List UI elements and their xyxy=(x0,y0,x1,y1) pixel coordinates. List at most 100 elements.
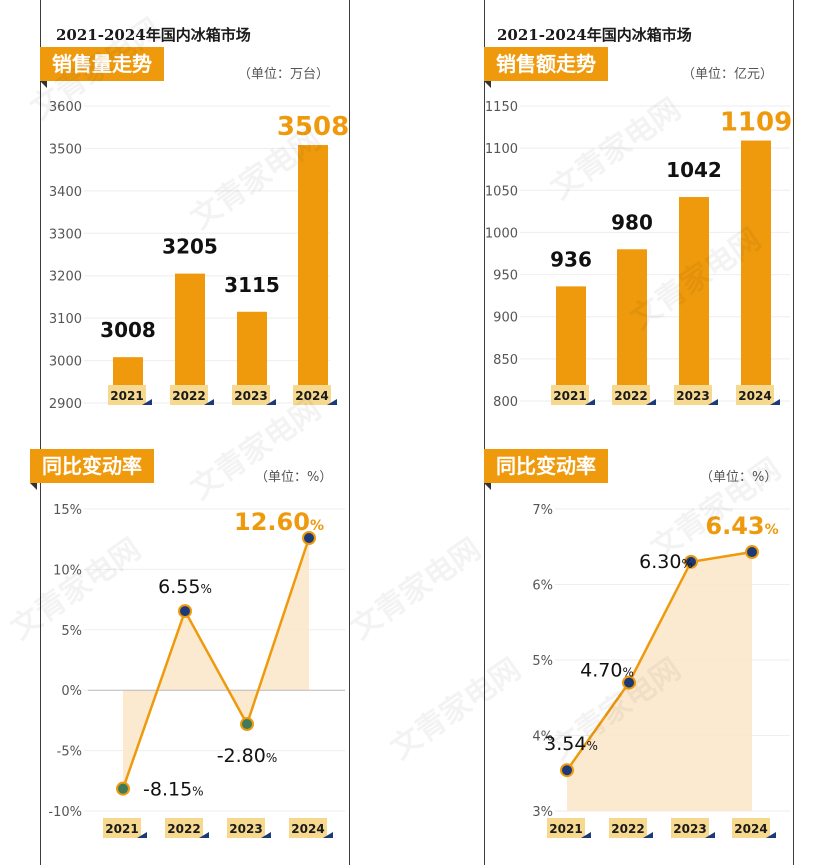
frame-line-left xyxy=(40,0,41,865)
yoy_volume-ytick-label: 15% xyxy=(53,503,82,518)
sales-bar xyxy=(679,197,709,401)
yoy_sales-year-tag xyxy=(732,818,770,838)
volume-year-tag xyxy=(232,385,270,405)
sales-ytick-label: 900 xyxy=(493,311,518,326)
yoy_sales-value-label: 6.43% xyxy=(705,512,778,540)
yoy_volume-year-tag xyxy=(227,818,265,838)
yoy_volume-year-tag-corner xyxy=(323,832,333,838)
yoy_sales-ytick-label: 5% xyxy=(532,654,553,669)
sales-value-label: 1042 xyxy=(666,158,722,182)
yoy_volume-year-tag-corner xyxy=(261,832,271,838)
sales-ytick-label: 1050 xyxy=(485,184,518,199)
yoy-volume-tag: 同比变动率 xyxy=(30,449,154,483)
yoy_sales-area xyxy=(567,552,752,811)
yoy_volume-year-tag xyxy=(165,818,203,838)
yoy_sales-category-label: 2022 xyxy=(611,822,644,836)
sales-unit: （单位：亿元） xyxy=(682,67,774,82)
volume-ytick-label: 3000 xyxy=(49,355,82,370)
yoy_sales-category-label: 2021 xyxy=(549,822,582,836)
yoy_volume-value-label: 6.55% xyxy=(158,576,212,598)
yoy_volume-point xyxy=(302,530,316,545)
sales-category-label: 2021 xyxy=(553,389,586,403)
yoy-sales-unit: （单位：%） xyxy=(700,470,778,485)
sales-bar xyxy=(617,249,647,401)
yoy_volume-category-label: 2024 xyxy=(291,822,324,836)
volume-ytick-label: 3600 xyxy=(49,100,82,115)
sales-ytick-label: 800 xyxy=(493,395,518,410)
sales-tag-fold xyxy=(484,81,491,88)
sales-year-tag xyxy=(612,385,650,405)
yoy_sales-point xyxy=(745,545,759,560)
yoy_sales-value-label: 6.30% xyxy=(639,551,693,573)
volume-tag: 销售量走势 xyxy=(40,47,164,81)
volume-category-label: 2023 xyxy=(234,389,267,403)
yoy_volume-point xyxy=(240,717,254,732)
volume-ytick-label: 3100 xyxy=(49,312,82,327)
yoy-volume-unit: （单位：%） xyxy=(255,470,333,485)
yoy_sales-year-tag-corner xyxy=(705,832,715,838)
yoy-sales-tag-fold xyxy=(484,483,491,490)
yoy_sales-category-label: 2023 xyxy=(673,822,706,836)
yoy-volume-tag-fold xyxy=(30,483,37,490)
yoy_volume-value-label: -8.15% xyxy=(143,779,204,801)
volume-value-label: 3508 xyxy=(277,112,349,142)
sales-year-tag xyxy=(551,385,589,405)
frame-line-right xyxy=(793,0,794,865)
sales-category-label: 2023 xyxy=(676,389,709,403)
volume-tag-fold xyxy=(40,81,47,88)
yoy_volume-ytick-label: 10% xyxy=(53,563,82,578)
yoy_sales-ytick-label: 3% xyxy=(532,805,553,820)
yoy_volume-year-tag-corner xyxy=(199,832,209,838)
volume-ytick-label: 3500 xyxy=(49,142,82,157)
frame-line-mid-left xyxy=(349,0,350,865)
yoy_sales-series-line xyxy=(565,550,753,771)
sales-ytick-label: 850 xyxy=(493,353,518,368)
sales-year-tag xyxy=(674,385,712,405)
volume-ytick-label: 2900 xyxy=(49,397,82,412)
volume-value-label: 3115 xyxy=(224,273,280,297)
sales-year-tag-corner xyxy=(770,399,780,405)
volume-ytick-label: 3200 xyxy=(49,270,82,285)
yoy_volume-ytick-label: 5% xyxy=(61,624,82,639)
sales-value-label: 936 xyxy=(550,247,592,271)
volume-category-label: 2024 xyxy=(295,389,328,403)
yoy_volume-year-tag-corner xyxy=(137,832,147,838)
sales-category-label: 2022 xyxy=(614,389,647,403)
yoy_sales-year-tag-corner xyxy=(581,832,591,838)
volume-ytick-label: 3400 xyxy=(49,185,82,200)
left-chart-header: 2021-2024年国内冰箱市场 xyxy=(56,26,251,44)
yoy_volume-ytick-label: -10% xyxy=(48,805,82,820)
sales-year-tag-corner xyxy=(646,399,656,405)
sales-ytick-label: 1100 xyxy=(485,142,518,157)
yoy_sales-category-label: 2024 xyxy=(734,822,767,836)
volume-ytick-label: 3300 xyxy=(49,227,82,242)
yoy_sales-year-tag xyxy=(609,818,647,838)
sales-ytick-label: 1150 xyxy=(485,100,518,115)
sales-year-tag-corner xyxy=(585,399,595,405)
yoy_sales-year-tag-corner xyxy=(766,832,776,838)
yoy_sales-point xyxy=(622,675,636,690)
yoy_sales-value-label: 3.54% xyxy=(544,733,598,755)
volume-year-tag-corner xyxy=(142,399,152,405)
sales-ytick-label: 950 xyxy=(493,269,518,284)
yoy_volume-category-label: 2023 xyxy=(229,822,262,836)
yoy_sales-value-label: 4.70% xyxy=(580,660,634,682)
yoy_sales-year-tag-corner xyxy=(643,832,653,838)
yoy_sales-ytick-label: 4% xyxy=(532,730,553,745)
volume-value-label: 3008 xyxy=(100,318,156,342)
yoy_sales-point xyxy=(684,554,698,569)
volume-value-label: 3205 xyxy=(162,235,218,259)
volume-bar xyxy=(298,145,328,403)
volume-year-tag xyxy=(293,385,331,405)
sales-category-label: 2024 xyxy=(738,389,771,403)
sales-value-label: 1109 xyxy=(720,108,792,138)
yoy_volume-year-tag xyxy=(103,818,141,838)
yoy_sales-ytick-label: 7% xyxy=(532,503,553,518)
yoy_volume-point xyxy=(178,604,192,619)
volume-unit: （单位：万台） xyxy=(238,67,330,82)
yoy-sales-tag: 同比变动率 xyxy=(484,449,608,483)
yoy_volume-point xyxy=(116,781,130,796)
sales-value-label: 980 xyxy=(611,210,653,234)
yoy_volume-ytick-label: -5% xyxy=(57,745,82,760)
